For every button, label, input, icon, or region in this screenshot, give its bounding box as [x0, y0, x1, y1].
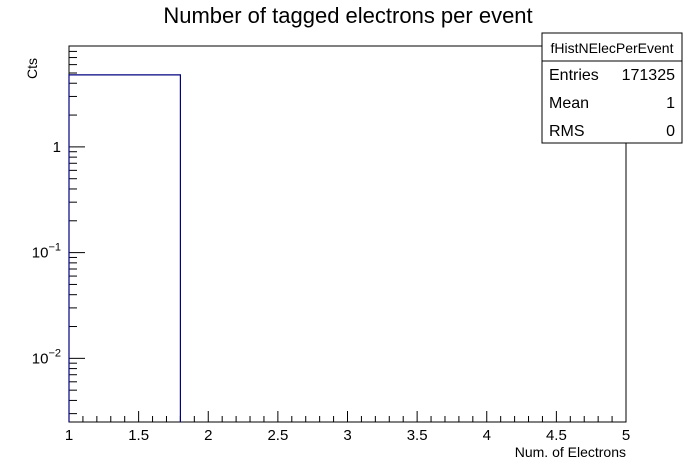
stats-box: fHistNElecPerEvent Entries 171325 Mean 1…	[541, 32, 683, 144]
stat-entries-label: Entries	[549, 67, 599, 84]
x-tick-label: 4.5	[546, 427, 567, 444]
y-tick-label: 1	[53, 139, 61, 156]
stat-mean-label: Mean	[549, 95, 589, 112]
x-tick-label: 5	[622, 427, 630, 444]
x-tick-label: 3.5	[407, 427, 428, 444]
stat-mean-value: 1	[666, 95, 675, 112]
stats-box-title: fHistNElecPerEvent	[551, 40, 674, 56]
x-tick-label: 1	[65, 427, 73, 444]
stats-box-frame	[541, 32, 683, 144]
y-tick-label: 10−1	[32, 242, 61, 262]
y-axis: 1 10−1 10−2	[32, 139, 61, 367]
x-tick-label: 2.5	[267, 427, 288, 444]
y-axis-label: Cts	[24, 58, 40, 79]
x-axis-label: Num. of Electrons	[515, 444, 626, 460]
y-minor-ticks	[69, 45, 85, 415]
chart-title: Number of tagged electrons per event	[163, 3, 532, 28]
y-tick-label: 10−2	[32, 347, 61, 367]
x-tick-label: 3	[343, 427, 351, 444]
stat-rms-value: 0	[666, 123, 675, 140]
x-axis: 1 1.5 2 2.5 3 3.5 4 4.5 5	[65, 411, 630, 444]
histogram-bars	[68, 74, 181, 422]
stat-rms-label: RMS	[549, 123, 585, 140]
x-tick-label: 2	[204, 427, 212, 444]
x-tick-label: 1.5	[128, 427, 149, 444]
x-tick-label: 4	[483, 427, 491, 444]
histogram-bin	[68, 74, 181, 422]
stat-entries-value: 171325	[622, 67, 675, 84]
